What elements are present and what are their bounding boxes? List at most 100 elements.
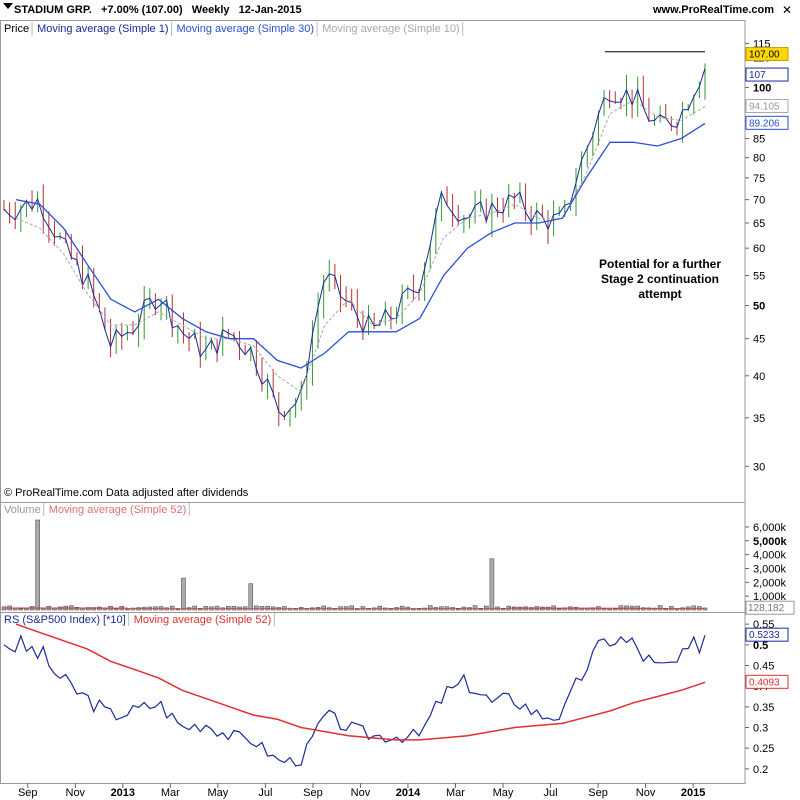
volume-legend-item: Volume [4,504,41,516]
sma1-line [3,68,706,418]
sma30-value-label: 89.206 [749,118,780,129]
x-tick-label: May [207,787,228,799]
last-price-label-box [745,47,789,62]
volume-bar [298,607,304,611]
x-tick-label: Mar [446,787,465,799]
x-tick-label: Jul [544,787,558,799]
x-tick-label: Nov [351,787,371,799]
y-tick-label: 5,000k [753,536,788,548]
y-tick-label: 1,000k [753,591,787,603]
volume-bar [85,607,91,611]
chart-title: STADIUM GRP. +7.00% (107.00) Weekly 12-J… [14,4,302,16]
site-name: www.ProRealTime.com [652,4,774,16]
rs-value-box [745,627,789,642]
volume-bar [394,607,399,611]
sma10-line [15,99,706,393]
volume-bar [612,608,618,611]
y-tick-label: 50 [753,301,765,313]
sma1-value-label: 107 [749,70,766,81]
volume-bar [416,608,422,611]
x-tick-label: Mar [161,787,180,799]
volume-bar [641,607,646,611]
price-legend-item: Price [4,23,29,35]
x-tick-label: Nov [66,787,86,799]
volume-bar [136,607,141,611]
x-tick-label: May [493,787,514,799]
volume-bar [500,608,506,611]
volume-ma-label: 128,182 [748,603,785,614]
volume-bar [197,608,203,611]
y-tick-label: 80 [753,153,765,165]
y-tick-label: 0.5 [753,640,768,652]
y-tick-label: 60 [753,243,765,255]
volume-bar [276,607,282,611]
y-tick-label: 35 [753,413,765,425]
sma10-value-label: 94.105 [749,102,780,113]
y-tick-label: 0.45 [753,660,774,672]
volume-bar [489,558,495,611]
x-tick-label: Sep [303,787,323,799]
volume-bar [35,519,40,611]
sma10-value-label-box [745,99,789,114]
y-tick-label: 45 [753,334,765,346]
annotation-text: Potential for a further [599,257,721,271]
volume-bar [467,607,472,611]
volume-bar [355,608,360,611]
y-tick-label: 0.2 [753,764,768,776]
dropdown-icon[interactable] [3,3,13,9]
volume-bar [388,608,394,611]
volume-bar [175,608,181,611]
annotation-text: Stage 2 continuation [601,272,719,286]
volume-bar [674,608,680,611]
sma30-value-label-box [745,115,789,130]
volume-bar [248,583,254,611]
annotation-text: attempt [638,287,681,301]
y-tick-label: 4,000k [753,550,787,562]
volume-panel-frame [0,502,746,613]
volume-bar [141,606,147,611]
volume-bar [18,608,24,611]
rs-line [3,634,706,767]
y-tick-label: 75 [753,173,765,185]
x-tick-label: 2015 [681,787,705,799]
x-tick-label: Sep [18,787,38,799]
volume-legend-item: Moving average (Simple 52) [49,504,187,516]
volume-bar [478,608,483,611]
sma1-value-label-box [745,67,789,82]
sma30-line [15,122,706,369]
x-tick-label: 2014 [396,787,421,799]
volume-bar [315,607,321,611]
y-tick-label: 65 [753,218,765,230]
close-icon[interactable]: ✕ [781,3,792,17]
volume-bar [366,608,371,611]
rs-panel-frame [0,612,746,784]
price-legend-item: Moving average (Simple 30) [177,23,315,35]
y-tick-label: 0.3 [753,723,768,735]
rs-ma-line [15,623,706,741]
rs-value-label: 0.5233 [749,630,780,641]
y-tick-label: 30 [753,461,765,473]
volume-bar [433,607,439,611]
volume-bar [125,608,130,611]
y-tick-label: 85 [753,134,765,146]
x-tick-label: 2013 [111,787,135,799]
y-tick-label: 100 [753,82,771,94]
volume-bar [450,607,455,611]
rs-ma-value-box [745,674,789,689]
volume-bar [332,608,338,611]
volume-ma-box [745,600,795,615]
chart-header: STADIUM GRP. +7.00% (107.00) Weekly 12-J… [0,0,800,20]
volume-bar [113,608,119,611]
y-tick-label: 55 [753,271,765,283]
price-legend-item: Moving average (Simple 10) [322,23,460,35]
x-tick-label: Sep [588,787,608,799]
volume-bar [293,608,298,611]
rs-legend-item: Moving average (Simple 52) [134,614,272,626]
y-tick-label: 70 [753,195,765,207]
y-tick-label: 40 [753,371,765,383]
volume-bar [91,607,97,611]
y-tick-label: 3,000k [753,563,787,575]
volume-bar [181,577,186,611]
volume-bar [74,607,80,611]
